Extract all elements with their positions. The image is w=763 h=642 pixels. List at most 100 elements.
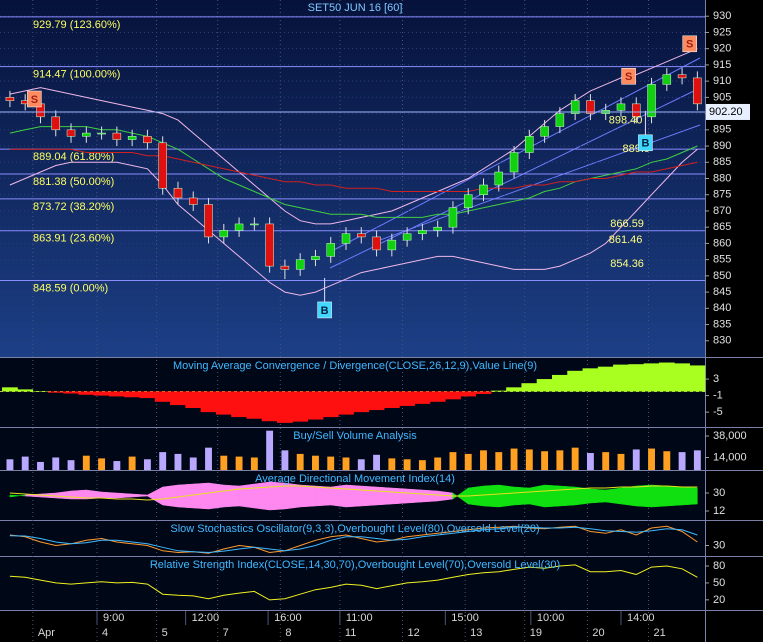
last-price-label: 902.20 (709, 106, 743, 118)
bar (475, 391, 492, 394)
bar (689, 365, 706, 392)
bar (414, 391, 431, 404)
bar (113, 461, 121, 470)
candle-body (372, 236, 381, 251)
bar (281, 450, 289, 470)
bar (567, 370, 584, 392)
dmi-band (223, 484, 240, 508)
bar (277, 391, 293, 423)
bar (418, 460, 426, 470)
candle-body (143, 136, 152, 144)
bar (388, 458, 396, 470)
bar (143, 459, 151, 470)
candle-body (479, 184, 488, 195)
dmi-band (574, 486, 591, 506)
y-tick-label: 920 (713, 43, 731, 55)
candle-body (647, 84, 656, 118)
y-tick-label: 905 (713, 91, 731, 103)
fib-label: 848.59 (0.00%) (33, 282, 108, 294)
bar (312, 455, 319, 470)
candle-body (586, 100, 595, 114)
bar (449, 452, 457, 470)
bar (495, 452, 503, 470)
dmi-band (483, 484, 500, 508)
y-tick-label: 830 (713, 335, 731, 347)
bar (536, 379, 553, 392)
candle-body (97, 132, 106, 135)
y-tick-label: 880 (713, 172, 731, 184)
bar (266, 430, 274, 470)
bar (490, 390, 507, 392)
candle-body (662, 74, 672, 85)
date-label: 5 (162, 627, 168, 639)
dmi-band (422, 489, 438, 503)
dmi-band (681, 486, 698, 506)
dmi-band (376, 486, 393, 506)
date-label: 11 (345, 627, 356, 639)
y-tick-label: 875 (713, 189, 731, 201)
bar (373, 454, 380, 470)
dmi-band (254, 481, 270, 511)
bar (628, 364, 645, 392)
candle-body (66, 129, 76, 137)
candle-body (463, 194, 473, 208)
bar (231, 391, 247, 418)
fib-label: 863.91 (23.60%) (33, 233, 114, 245)
candle-body (280, 265, 290, 270)
candle-body (677, 74, 687, 79)
time-label: 12:00 (192, 612, 220, 624)
y-tick-label: 890 (713, 140, 731, 152)
y-tick-label: 860 (713, 237, 731, 249)
bar (674, 363, 690, 392)
signal-box (27, 90, 42, 108)
bar (17, 389, 34, 392)
signal-label: S (625, 71, 632, 83)
bar (525, 449, 533, 470)
date-label: 7 (223, 627, 229, 639)
y-tick-label: 850 (713, 270, 731, 282)
panel-title: Average Directional Movement Index(14) (255, 473, 455, 485)
candle-body (418, 230, 427, 234)
fib-label: 914.47 (100.00%) (33, 69, 120, 81)
dmi-band (529, 484, 545, 508)
bar (368, 391, 385, 411)
bar (250, 457, 258, 470)
y-tick-label: 20 (713, 594, 725, 606)
y-tick-label: 835 (713, 318, 731, 330)
candle-body (387, 239, 397, 251)
bar (658, 362, 675, 392)
bar (342, 457, 350, 470)
bar (460, 391, 477, 397)
date-label: 13 (470, 627, 482, 639)
price-annotation: 898.40 (609, 115, 643, 127)
dmi-band (299, 484, 316, 508)
candle-body (51, 116, 61, 131)
bar (246, 391, 263, 419)
bar (32, 391, 49, 392)
fib-label: 929.79 (123.60%) (33, 19, 120, 31)
signal-box (638, 134, 653, 152)
bar (261, 391, 278, 422)
panel-title: Slow Stochastics Oscillator(9,3,3),Overb… (170, 523, 539, 535)
y-tick-label: -5 (713, 406, 723, 418)
panel-title: Relative Strength Index(CLOSE,14,30,70),… (150, 559, 560, 571)
candle-body (173, 187, 183, 199)
bar (663, 451, 671, 470)
candle-body (265, 223, 274, 267)
price-annotation: 866.59 (610, 218, 644, 230)
date-label: 4 (102, 627, 108, 639)
overlay-line (9, 48, 698, 225)
bar (693, 450, 701, 470)
y-tick-label: 910 (713, 75, 731, 87)
candle-body (357, 233, 366, 238)
candle-body (555, 113, 565, 127)
bar (632, 449, 640, 470)
bar (338, 391, 354, 415)
y-tick-label: 870 (713, 205, 731, 217)
bar (159, 452, 167, 470)
bar (93, 391, 110, 396)
y-tick-label: 845 (713, 286, 731, 298)
y-tick-label: 855 (713, 254, 731, 266)
bar (403, 459, 411, 470)
